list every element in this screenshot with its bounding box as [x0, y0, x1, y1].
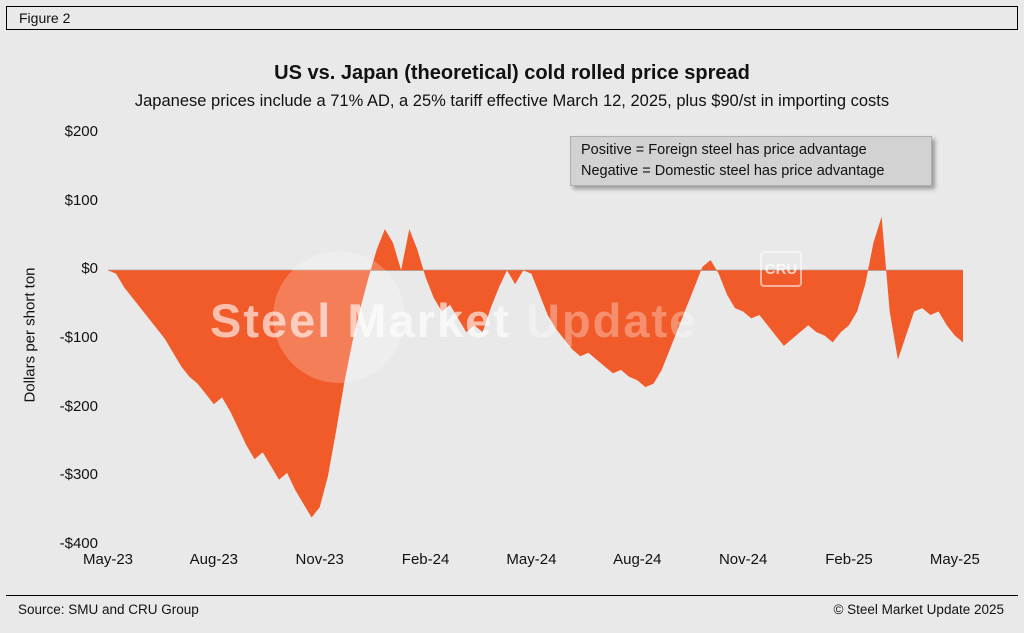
- x-tick-label: Feb-25: [825, 551, 873, 568]
- smu-watermark: Steel Market Update: [210, 293, 697, 348]
- chart-title: US vs. Japan (theoretical) cold rolled p…: [274, 62, 750, 84]
- smu-logo-circle-watermark: [273, 251, 405, 383]
- y-tick-label: $100: [64, 191, 98, 209]
- watermark-text-steel-market: Steel Market: [210, 294, 511, 347]
- y-tick-label: -$300: [59, 466, 98, 484]
- x-tick-label: May-25: [929, 551, 980, 568]
- watermark-text-update: Update: [510, 294, 698, 347]
- chart-subtitle: Japanese prices include a 71% AD, a 25% …: [134, 92, 890, 110]
- legend-note-box: Positive = Foreign steel has price advan…: [570, 136, 932, 187]
- spread-area-series: [108, 216, 963, 518]
- plot-area: Steel Market Update CRU: [108, 133, 963, 545]
- footer-divider: [6, 595, 1018, 596]
- y-tick-label: $0: [81, 260, 98, 278]
- cru-watermark-badge: CRU: [760, 251, 802, 287]
- x-tick-label: Nov-24: [718, 551, 768, 568]
- legend-line-negative: Negative = Domestic steel has price adva…: [581, 163, 885, 180]
- y-tick-label: -$400: [59, 535, 98, 552]
- x-tick-label: Nov-23: [295, 551, 344, 568]
- y-tick-label: -$100: [59, 329, 98, 346]
- figure-label: Figure 2: [19, 10, 71, 26]
- price-spread-area-chart: [108, 216, 963, 518]
- figure-header: Figure 2: [6, 6, 1018, 30]
- source-note: Source: SMU and CRU Group: [18, 602, 199, 617]
- legend-line-positive: Positive = Foreign steel has price advan…: [581, 142, 867, 158]
- x-tick-label: Aug-24: [613, 551, 662, 568]
- y-tick-label: $200: [64, 123, 98, 140]
- x-tick-label: Aug-23: [189, 551, 239, 568]
- x-tick-label: Feb-24: [401, 551, 450, 568]
- x-tick-label: May-24: [506, 551, 557, 568]
- x-tick-label: May-23: [82, 551, 134, 568]
- copyright-note: © Steel Market Update 2025: [833, 602, 1004, 617]
- y-tick-label: -$200: [59, 397, 98, 415]
